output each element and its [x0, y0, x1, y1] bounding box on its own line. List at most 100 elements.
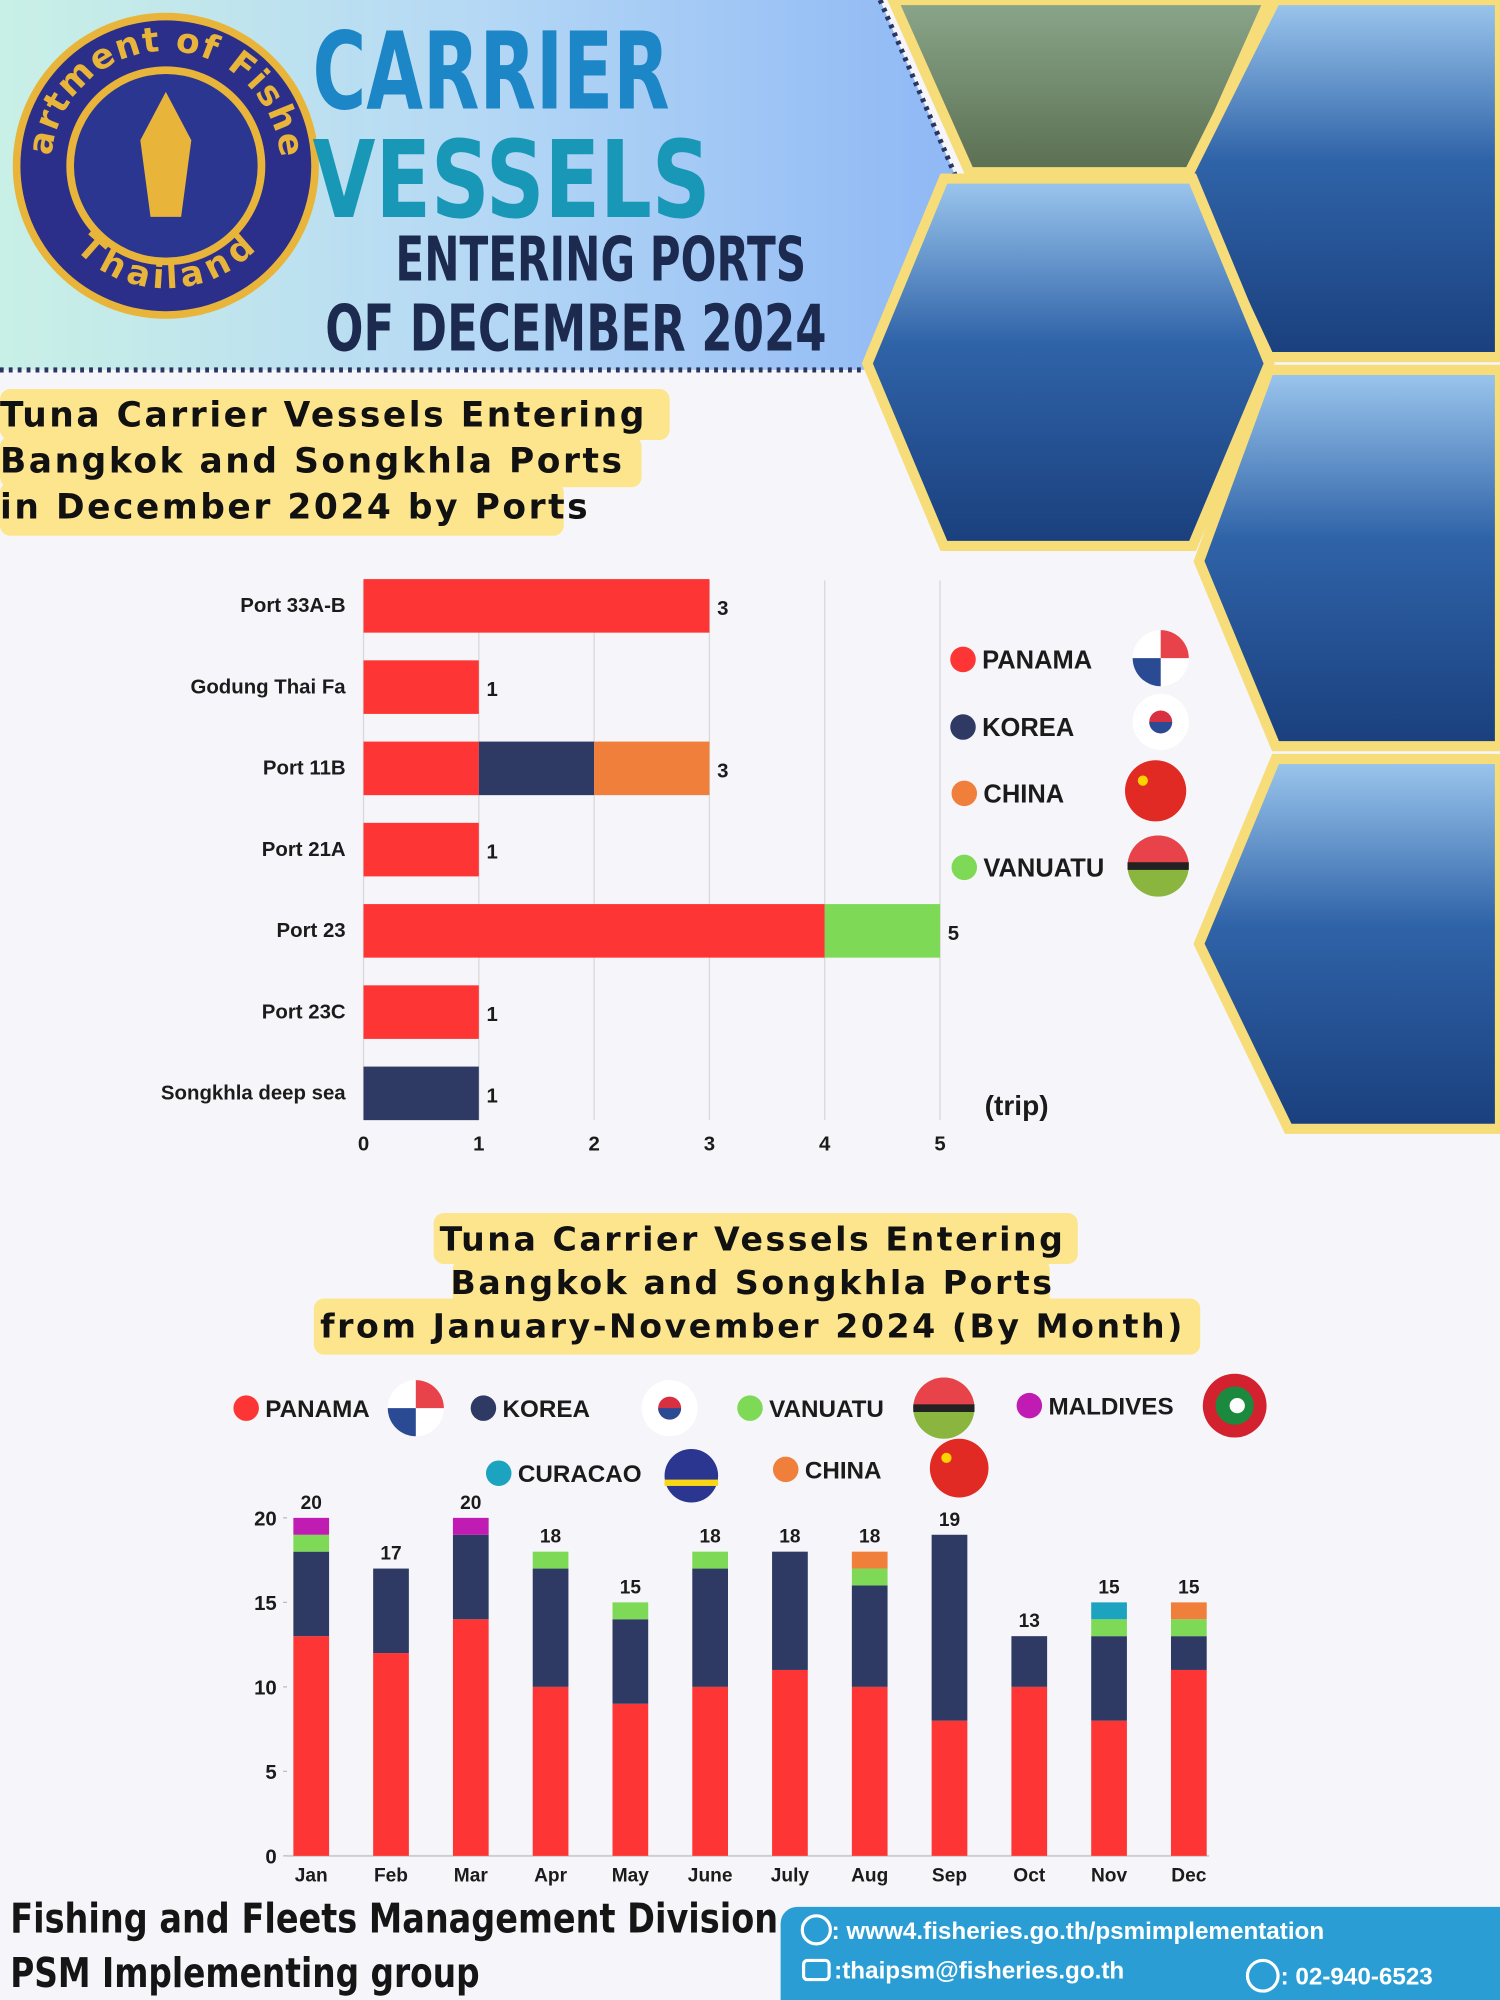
- contact-panel: [780, 1906, 1500, 2000]
- x-tick-label: 4: [819, 1134, 831, 1156]
- bar-segment: [594, 741, 710, 796]
- bar-segment: [1170, 1669, 1207, 1856]
- bar-segment: [363, 741, 479, 796]
- x-tick-label: Dec: [1171, 1865, 1206, 1886]
- section-2-title: [313, 1213, 1201, 1355]
- bar-segment: [293, 1517, 330, 1535]
- x-tick-label: May: [612, 1865, 650, 1886]
- data-label: 15: [1098, 1577, 1120, 1598]
- data-label: 13: [1019, 1611, 1040, 1632]
- x-tick-label: 3: [704, 1134, 715, 1156]
- legend-label: CHINA: [805, 1457, 882, 1484]
- section-title-line: Tuna Carrier Vessels Entering: [0, 396, 647, 436]
- data-label: 1: [486, 1004, 497, 1026]
- bar-segment: [692, 1551, 728, 1569]
- title-line-1: CARRIER: [313, 10, 670, 134]
- x-tick-label: Sep: [932, 1865, 967, 1886]
- subtitle-line-2: OF DECEMBER 2024: [325, 293, 826, 367]
- bar-segment: [612, 1619, 649, 1704]
- data-label: 20: [301, 1493, 322, 1514]
- legend-label: VANUATU: [769, 1396, 884, 1423]
- legend-label: CURACAO: [518, 1461, 642, 1488]
- bar-segment: [363, 660, 479, 714]
- data-label: 18: [859, 1527, 881, 1548]
- legend-swatch: [233, 1395, 259, 1421]
- bar-segment: [373, 1568, 409, 1654]
- legend-label: MALDIVES: [1048, 1394, 1173, 1421]
- y-tick-label: 0: [265, 1847, 276, 1869]
- bar-segment: [851, 1551, 888, 1569]
- section-title-line: Bangkok and Songkhla Ports: [451, 1263, 1055, 1302]
- bar-segment: [532, 1551, 569, 1569]
- data-label: 17: [380, 1544, 401, 1565]
- footer-phone: : 02-940-6523: [1281, 1964, 1433, 1991]
- x-tick-label: Aug: [851, 1865, 888, 1886]
- data-label: 1: [486, 679, 497, 701]
- legend-label: KOREA: [503, 1396, 590, 1423]
- bar-segment: [532, 1568, 569, 1687]
- bar-segment: [293, 1534, 330, 1552]
- bar-segment: [293, 1551, 330, 1637]
- bar-segment: [1091, 1636, 1127, 1721]
- x-tick-label: Apr: [534, 1865, 567, 1886]
- x-tick-label: Jan: [295, 1865, 328, 1886]
- bar-segment: [1170, 1602, 1207, 1620]
- bar-segment: [692, 1568, 728, 1687]
- flags-chart-2: [387, 1373, 1267, 1503]
- legend-label: KOREA: [982, 714, 1074, 742]
- legend-swatch: [485, 1460, 512, 1486]
- legend-label: PANAMA: [265, 1396, 370, 1423]
- bar-segment: [363, 1066, 479, 1121]
- y-tick-label: Port 23: [277, 920, 346, 942]
- bar-segment: [851, 1585, 888, 1687]
- data-label: 18: [540, 1527, 562, 1548]
- bar-segment: [532, 1686, 569, 1856]
- bar-segment: [692, 1686, 728, 1856]
- bar-segment: [1091, 1720, 1127, 1856]
- bar-segment: [293, 1636, 330, 1856]
- y-tick-label: Port 11B: [263, 758, 346, 780]
- section-title-line: in December 2024 by Ports: [0, 487, 590, 527]
- bar-segment: [363, 822, 479, 877]
- x-tick-label: June: [688, 1865, 733, 1886]
- bar-segment: [452, 1534, 489, 1620]
- legend-swatch: [951, 780, 978, 807]
- flags-chart-1: [1125, 630, 1189, 897]
- y-tick-label: Port 23C: [262, 1001, 346, 1023]
- x-tick-label: Mar: [454, 1865, 489, 1886]
- x-tick-label: 2: [588, 1134, 599, 1156]
- bar-segment: [1091, 1602, 1127, 1620]
- bar-segment: [1091, 1619, 1127, 1637]
- footer-website: : www4.fisheries.go.th/psmimplementation: [832, 1918, 1325, 1945]
- footer-division: Fishing and Fleets Management Division: [10, 1894, 778, 1942]
- legend-swatch: [1016, 1392, 1043, 1419]
- bar-segment: [478, 741, 595, 796]
- legend-swatch: [950, 646, 976, 673]
- y-tick-label: Godung Thai Fa: [190, 676, 346, 698]
- section-title-line: from January-November 2024 (By Month): [320, 1306, 1185, 1345]
- bar-segment: [1011, 1686, 1048, 1856]
- bar-segment: [851, 1686, 888, 1856]
- x-tick-label: Feb: [374, 1865, 408, 1886]
- title-line-2: VESSELS: [313, 119, 711, 243]
- bar-segment: [363, 579, 710, 633]
- subtitle-line-1: ENTERING PORTS: [395, 225, 806, 296]
- x-tick-label: 0: [358, 1134, 369, 1156]
- y-tick-label: 5: [265, 1762, 276, 1784]
- bar-segment: [363, 985, 479, 1039]
- data-label: 1: [486, 1085, 497, 1107]
- data-label: 19: [939, 1510, 960, 1531]
- section-1-title: [0, 389, 670, 536]
- photo-collage: [861, 0, 1500, 1134]
- y-tick-label: 15: [254, 1593, 277, 1615]
- bar-segment: [373, 1653, 409, 1856]
- section-title-line: Bangkok and Songkhla Ports: [0, 442, 625, 482]
- x-tick-label: July: [771, 1865, 810, 1886]
- legend-label: VANUATU: [983, 854, 1104, 882]
- bar-segment: [612, 1602, 649, 1620]
- bar-segment: [772, 1551, 808, 1670]
- axis-label: (trip): [985, 1090, 1049, 1121]
- data-label: 5: [948, 923, 959, 945]
- x-tick-label: Oct: [1013, 1865, 1046, 1886]
